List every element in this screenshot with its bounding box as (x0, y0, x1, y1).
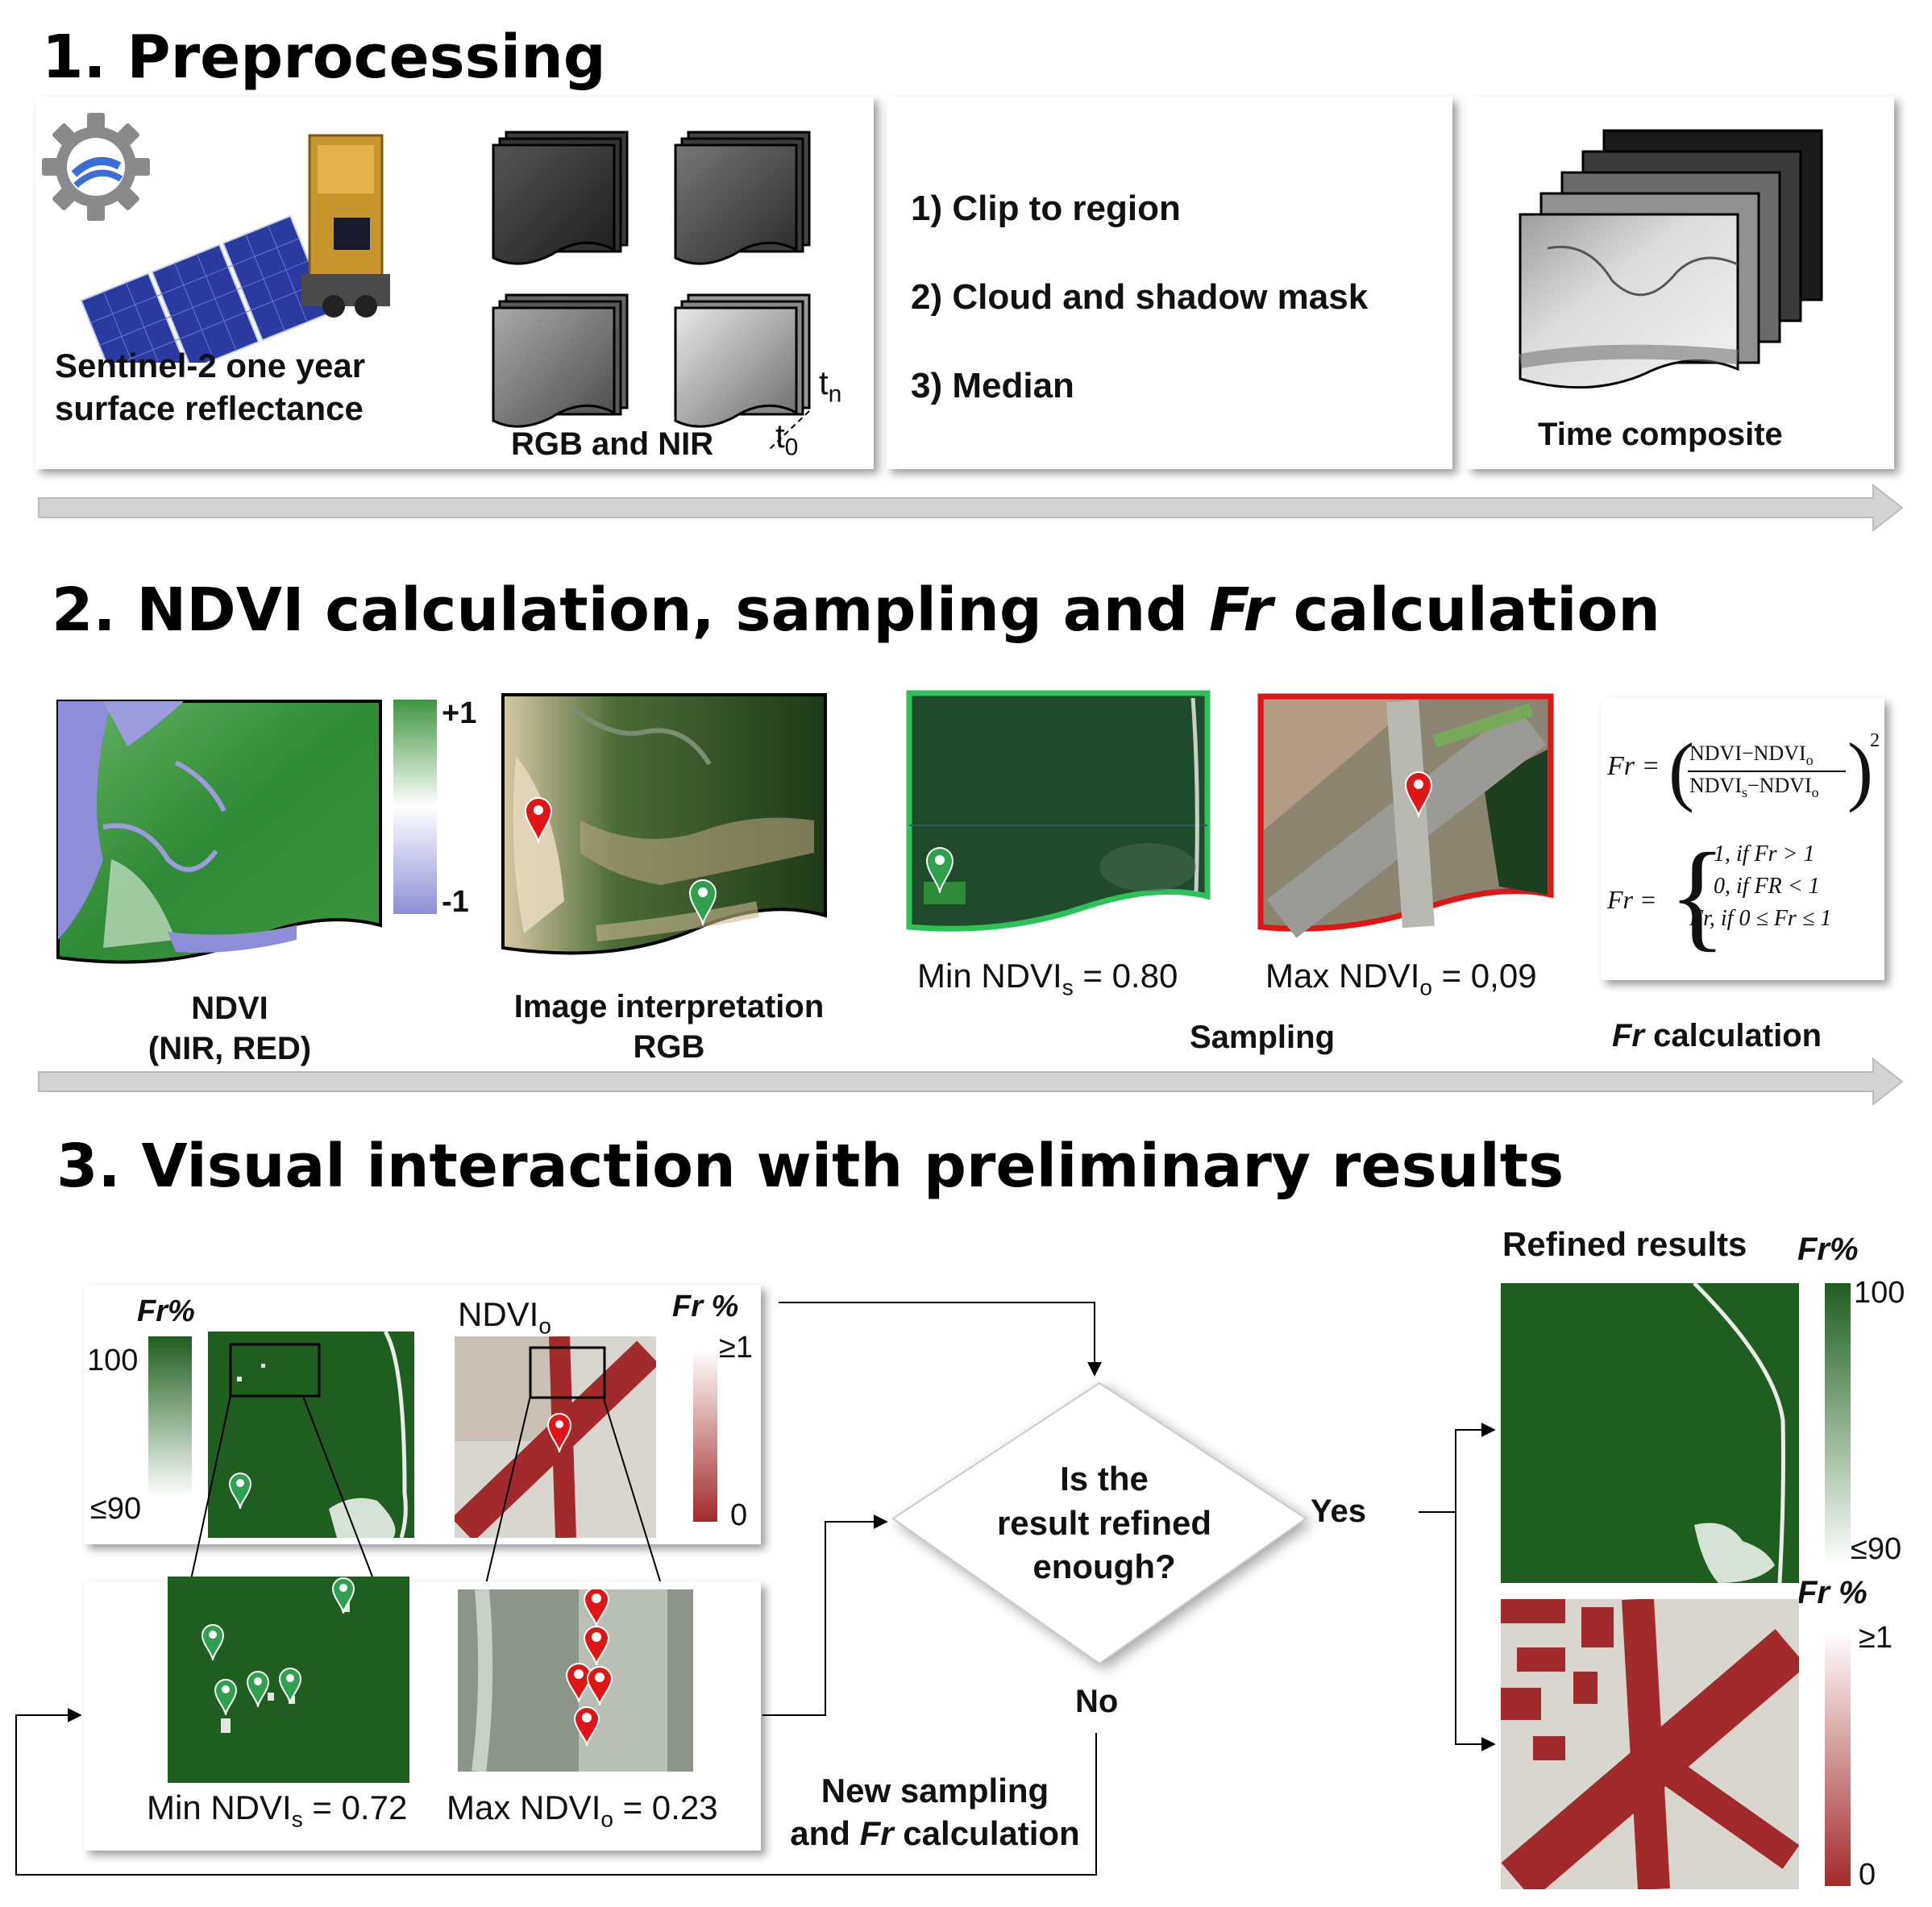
interpretation-label: Image interpretation RGB (513, 989, 825, 1065)
composite-label: Time composite (1538, 417, 1783, 452)
formula-paren-left: ( (1668, 727, 1694, 813)
min-ndvi-s-label: Min NDVIs = 0.80 (917, 957, 1178, 1000)
time-composite-stack (1519, 129, 1823, 389)
yes-label: Yes (1311, 1494, 1366, 1529)
location-pin-icon (565, 1662, 592, 1703)
rgb-interpretation-map (501, 693, 827, 955)
formula-exponent: 2 (1870, 730, 1880, 751)
ndvi-color-scale (393, 700, 437, 914)
composite-panel: Time composite (1467, 97, 1894, 469)
location-pin-icon (331, 1577, 355, 1614)
location-pin-icon (586, 1665, 613, 1706)
location-pin-icon (201, 1623, 225, 1661)
step-clip: 1) Clip to region (911, 189, 1181, 228)
refined-forest-map (1501, 1283, 1799, 1583)
refined-fr-label: Fr% (1797, 1232, 1859, 1267)
new-sampling-label: New sampling and Fr calculation (790, 1772, 1080, 1852)
urban-fr-map (455, 1336, 656, 1538)
location-pin-icon (214, 1678, 238, 1716)
formula-panel: Fr = ( NDVI−NDVIo NDVIs−NDVIo ) 2 Fr = {… (1601, 698, 1884, 980)
satellite-icon (80, 134, 390, 363)
min-ndvi-s-label-2: Min NDVIs = 0.72 (147, 1789, 408, 1832)
ndvi-map (56, 700, 382, 964)
formula-numerator: NDVI−NDVIo (1689, 742, 1814, 769)
refined-urban-map (1501, 1599, 1799, 1889)
formula-case-1: 1, if Fr > 1 (1714, 841, 1815, 866)
location-pin-icon (925, 846, 954, 894)
decision-diamond (891, 1381, 1307, 1665)
fr-green-scale (148, 1336, 192, 1498)
formula-brace: { (1668, 829, 1726, 962)
refined-scale-ge1: ≥1 (1859, 1621, 1893, 1655)
location-pin-icon (583, 1625, 610, 1666)
max-ndvi-o-label-2: Max NDVIo = 0.23 (447, 1789, 718, 1832)
formula-case-2: 0, if FR < 1 (1714, 874, 1820, 899)
urban-zoom-map (458, 1589, 693, 1772)
location-pin-icon (573, 1705, 600, 1747)
location-pin-icon (278, 1667, 302, 1705)
refined-scale-100: 100 (1854, 1276, 1905, 1310)
ndvi-label: NDVI (NIR, RED) (147, 991, 312, 1066)
sampling-label: Sampling (1190, 1020, 1336, 1055)
flow-arrow-2 (38, 1057, 1904, 1106)
rgb-nir-stacks (492, 131, 811, 451)
t-0-label: t0 (775, 417, 799, 461)
source-panel: Sentinel-2 one year surface reflectance (35, 97, 874, 469)
section2-title: 2. NDVI calculation, sampling and Fr cal… (52, 575, 1660, 645)
refined-red-scale (1825, 1631, 1851, 1886)
refined-green-scale (1825, 1283, 1851, 1565)
fr-scale-100: 100 (87, 1344, 139, 1377)
formula-cases-lhs: Fr = (1607, 885, 1657, 914)
section1-title: 1. Preprocessing (42, 23, 606, 92)
decision-text: Is the result refined enough? (996, 1460, 1212, 1586)
fr-scale-le90: ≤90 (90, 1492, 142, 1526)
urban-sample-image (1257, 693, 1554, 938)
formula-paren-right: ) (1847, 727, 1873, 813)
location-pin-icon (546, 1412, 572, 1453)
refined-scale-0: 0 (1859, 1858, 1876, 1892)
step-cloud-mask: 2) Cloud and shadow mask (911, 277, 1369, 317)
location-pin-icon (1404, 771, 1433, 818)
forest-sample-image (906, 690, 1211, 932)
fr-red-scale-ge1: ≥1 (719, 1331, 753, 1365)
refined-results-label: Refined results (1502, 1225, 1747, 1263)
forest-fr-map (208, 1332, 414, 1538)
flow-arrow-1 (38, 484, 1904, 532)
preliminary-bottom-panel: Min NDVIs = 0.72 Max NDVIo = 0.23 (84, 1577, 761, 1851)
preliminary-top-panel: Fr% 100 ≤90 NDVIo Fr % ≥1 (84, 1285, 761, 1544)
formula-case-3: Fr, if 0 ≤ Fr ≤ 1 (1689, 906, 1832, 931)
ndvi-scale-max: +1 (442, 696, 477, 730)
location-pin-icon (688, 879, 717, 926)
refined-scale-le90: ≤90 (1851, 1532, 1902, 1566)
no-label: No (1075, 1684, 1119, 1719)
steps-panel: 1) Clip to region 2) Cloud and shadow ma… (887, 97, 1452, 469)
source-label: Sentinel-2 one year surface reflectance (55, 347, 366, 427)
gear-icon (42, 113, 150, 221)
formula-fraction-bar (1688, 771, 1846, 772)
t-n-label: tn (819, 364, 842, 408)
refined-fr-red-label: Fr % (1797, 1575, 1868, 1610)
fr-red-scale (693, 1349, 717, 1522)
fr-pct-red-label: Fr % (672, 1290, 739, 1323)
ndvi-o-label: NDVIo (458, 1295, 551, 1339)
max-ndvi-o-label: Max NDVIo = 0,09 (1265, 957, 1537, 1000)
location-pin-icon (524, 796, 553, 844)
ndvi-scale-min: -1 (442, 885, 469, 919)
fr-red-scale-0: 0 (730, 1498, 748, 1532)
stack-label: RGB and NIR (511, 426, 714, 462)
formula-denominator: NDVIs−NDVIo (1689, 774, 1819, 801)
fr-calc-label: Fr calculation (1612, 1018, 1822, 1053)
location-pin-icon (246, 1670, 270, 1708)
section3-title: 3. Visual interaction with preliminary r… (56, 1132, 1564, 1201)
step-median: 3) Median (911, 366, 1074, 405)
formula-lhs: Fr = (1607, 751, 1660, 781)
forest-zoom-map (168, 1577, 409, 1783)
fr-pct-label: Fr% (137, 1294, 195, 1328)
location-pin-icon (228, 1472, 252, 1510)
